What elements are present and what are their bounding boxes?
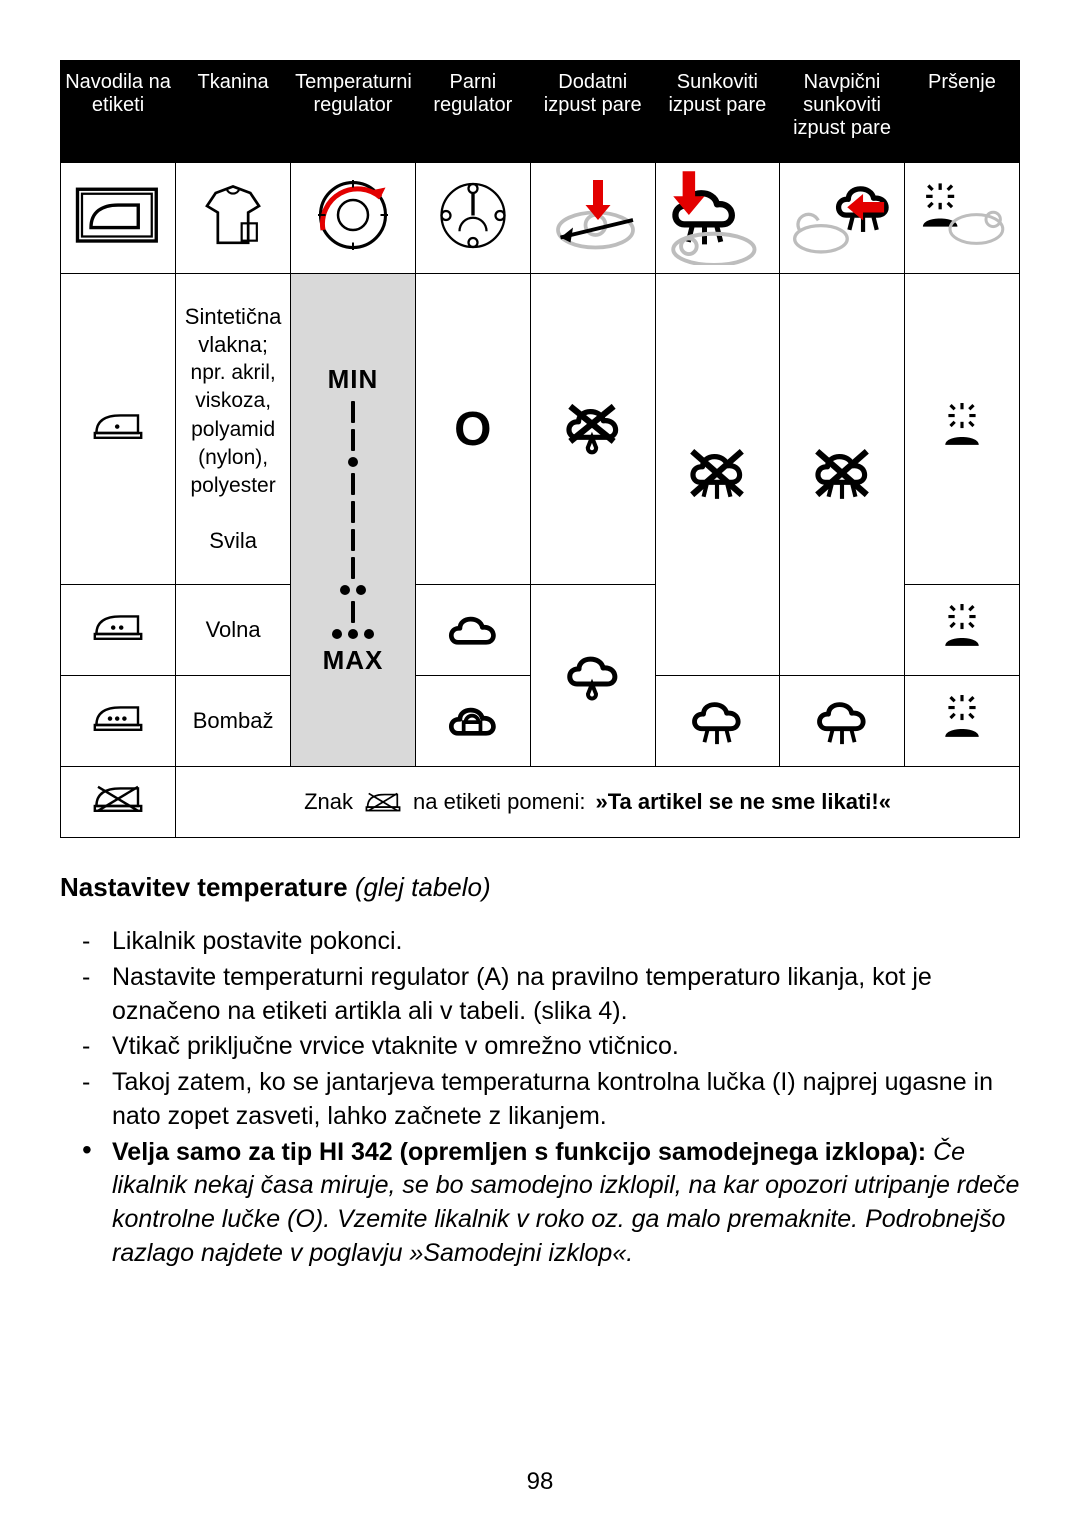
instruction-list: Likalnik postavite pokonci.Nastavite tem… bbox=[82, 925, 1020, 1271]
temp-onedot-icon bbox=[348, 457, 358, 467]
pictogram-row bbox=[61, 163, 1020, 274]
cotton-label-icon bbox=[61, 676, 176, 767]
syn-extra-icon bbox=[530, 274, 655, 585]
temp-threedot-icon bbox=[332, 629, 374, 639]
wool-label-icon bbox=[61, 585, 176, 676]
syn-fabric: Sintetična vlakna; npr. akril, viskoza, … bbox=[176, 274, 291, 585]
picto-burst-icon bbox=[655, 163, 780, 274]
section-title: Nastavitev temperature (glej tabelo) bbox=[60, 872, 1020, 903]
th-temp: Temperaturni regulator bbox=[291, 61, 416, 163]
cotton-steamreg-icon bbox=[415, 676, 530, 767]
th-burst: Sunkoviti izpust pare bbox=[655, 61, 780, 163]
row-do-not-iron: Znak na etiketi pomeni: »Ta artikel se n… bbox=[61, 767, 1020, 838]
section-title-italic: (glej tabelo) bbox=[355, 872, 491, 902]
page-number: 98 bbox=[0, 1468, 1080, 1496]
picto-vertical-icon bbox=[780, 163, 905, 274]
instruction-item: Likalnik postavite pokonci. bbox=[82, 925, 1020, 959]
picto-label-icon bbox=[61, 163, 176, 274]
th-fabric: Tkanina bbox=[176, 61, 291, 163]
picto-shirt-icon bbox=[176, 163, 291, 274]
note-bold: »Ta artikel se ne sme likati!« bbox=[595, 789, 891, 815]
syn-steamreg: O bbox=[415, 274, 530, 585]
syn-fabric-sub: npr. akril, viskoza, polyamid (nylon), p… bbox=[191, 361, 276, 497]
temp-max-label: MAX bbox=[323, 645, 384, 676]
temp-twodot-icon bbox=[340, 585, 366, 595]
syn-label-icon bbox=[61, 274, 176, 585]
th-spray: Pršenje bbox=[904, 61, 1019, 163]
picto-extra-icon bbox=[530, 163, 655, 274]
wool-extra-icon bbox=[530, 585, 655, 767]
header-row: Navodila na etiketi Tkanina Temperaturni… bbox=[61, 61, 1020, 163]
picto-dial-icon bbox=[291, 163, 416, 274]
note-before: Znak bbox=[304, 789, 353, 815]
temp-min-label: MIN bbox=[328, 364, 379, 395]
noiron-inline-icon bbox=[363, 790, 403, 814]
cotton-fabric: Bombaž bbox=[176, 676, 291, 767]
cotton-burst-icon bbox=[655, 676, 780, 767]
note-after: na etiketi pomeni: bbox=[413, 789, 585, 815]
wool-steamreg-icon bbox=[415, 585, 530, 676]
noiron-text-cell: Znak na etiketi pomeni: »Ta artikel se n… bbox=[176, 767, 1020, 838]
instruction-item: Vtikač priključne vrvice vtaknite v omre… bbox=[82, 1030, 1020, 1064]
th-vertical: Navpični sunkoviti izpust pare bbox=[780, 61, 905, 163]
syn-vertical-icon bbox=[780, 274, 905, 676]
syn-fabric-main: Sintetična vlakna; bbox=[185, 304, 282, 357]
cotton-spray-icon bbox=[904, 676, 1019, 767]
th-extra: Dodatni izpust pare bbox=[530, 61, 655, 163]
instruction-item: Takoj zatem, ko se jantarjeva temperatur… bbox=[82, 1066, 1020, 1134]
cotton-vertical-icon bbox=[780, 676, 905, 767]
instruction-item: Nastavite temperaturni regulator (A) na … bbox=[82, 961, 1020, 1029]
noiron-label-icon bbox=[61, 767, 176, 838]
row-synthetic: Sintetična vlakna; npr. akril, viskoza, … bbox=[61, 274, 1020, 585]
wool-spray-icon bbox=[904, 585, 1019, 676]
syn-burst-icon bbox=[655, 274, 780, 676]
syn-spray-icon bbox=[904, 274, 1019, 585]
th-steamreg: Parni regulator bbox=[415, 61, 530, 163]
ironing-table: Navodila na etiketi Tkanina Temperaturni… bbox=[60, 60, 1020, 838]
page: Navodila na etiketi Tkanina Temperaturni… bbox=[0, 0, 1080, 1526]
syn-fabric-extra: Svila bbox=[176, 527, 290, 555]
wool-fabric: Volna bbox=[176, 585, 291, 676]
instruction-item: Velja samo za tip HI 342 (opremljen s fu… bbox=[82, 1136, 1020, 1271]
th-label: Navodila na etiketi bbox=[61, 61, 176, 163]
picto-steamreg-icon bbox=[415, 163, 530, 274]
temp-scale-cell: MIN MAX bbox=[291, 274, 416, 767]
section-title-bold: Nastavitev temperature bbox=[60, 872, 348, 902]
picto-spray-icon bbox=[904, 163, 1019, 274]
